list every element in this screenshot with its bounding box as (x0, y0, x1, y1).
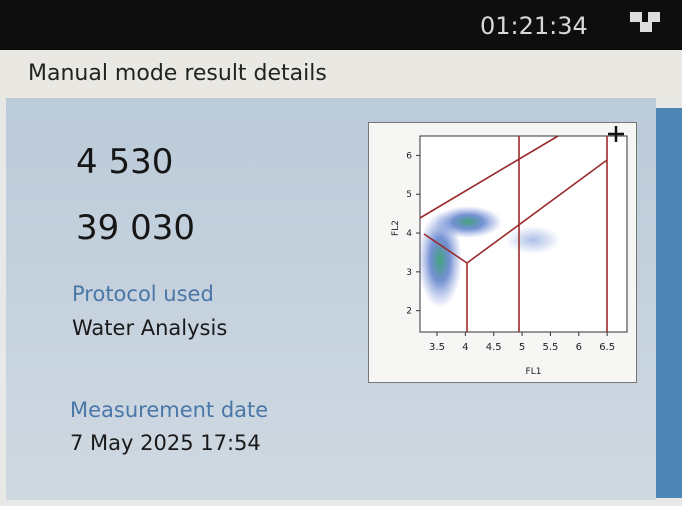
result-count: 4 530 (76, 142, 173, 182)
x-tick-label: 6 (576, 342, 582, 353)
x-tick-label: 4.5 (486, 342, 502, 353)
field-value: Water Analysis (72, 316, 227, 340)
x-tick-label: 6.5 (599, 342, 615, 353)
device-screen: 01:21:34 Manual mode result details 4 53… (0, 0, 682, 506)
y-tick-label: 6 (406, 151, 412, 161)
network-icon (628, 10, 664, 34)
y-axis-label: FL2 (391, 220, 401, 236)
y-tick-label: 4 (406, 229, 412, 239)
x-tick-label: 5 (519, 342, 525, 353)
scatter-plot[interactable]: 3.5 4 4.5 5 5.5 6 6.5 2 3 4 5 6 FL1 FL2 (368, 122, 638, 384)
x-axis-label: FL1 (526, 367, 542, 377)
x-tick-label: 3.5 (429, 342, 445, 353)
y-tick-label: 2 (406, 307, 412, 317)
side-tab[interactable] (656, 108, 682, 498)
field-label: Measurement date (70, 398, 268, 422)
clock: 01:21:34 (480, 12, 588, 40)
x-tick-label: 5.5 (542, 342, 558, 353)
y-tick-label: 3 (406, 268, 412, 278)
x-tick-label: 4 (462, 342, 468, 353)
field-value: 7 May 2025 17:54 (70, 431, 261, 455)
result-count: 39 030 (76, 208, 195, 248)
event-cloud (505, 226, 561, 254)
y-tick-label: 5 (406, 190, 412, 200)
field-label: Protocol used (72, 282, 214, 306)
event-cloud (434, 206, 502, 238)
page-title: Manual mode result details (28, 61, 327, 86)
